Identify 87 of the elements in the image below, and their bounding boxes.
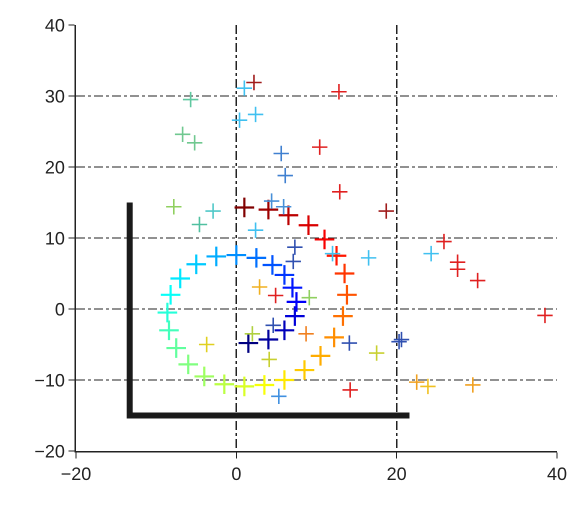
point	[245, 246, 268, 269]
point	[435, 233, 452, 250]
point	[274, 319, 296, 342]
point	[204, 202, 222, 220]
point	[469, 272, 486, 290]
point	[213, 373, 236, 396]
point	[275, 198, 292, 216]
point	[311, 138, 328, 156]
point	[190, 216, 208, 234]
point	[536, 306, 554, 324]
x-tick-label: 0	[231, 464, 242, 484]
point	[286, 291, 308, 313]
point	[245, 74, 262, 92]
point	[334, 262, 356, 284]
point	[274, 369, 296, 391]
y-tick-label: 10	[44, 228, 65, 248]
point	[378, 202, 395, 220]
point	[225, 244, 248, 266]
y-tick-label: −10	[34, 370, 65, 390]
point	[193, 366, 216, 388]
point	[276, 167, 294, 184]
point	[298, 214, 320, 236]
point	[156, 302, 178, 324]
point	[464, 376, 482, 394]
point	[326, 244, 348, 267]
point	[408, 374, 426, 391]
point	[198, 336, 216, 353]
point	[174, 126, 192, 143]
point	[177, 353, 200, 376]
y-tick-label: 20	[44, 157, 65, 178]
point	[158, 319, 180, 342]
point	[272, 145, 290, 162]
point	[182, 91, 200, 108]
point	[330, 83, 348, 100]
point	[419, 378, 436, 395]
point	[233, 196, 256, 218]
point	[233, 375, 256, 398]
point	[286, 238, 304, 256]
point	[368, 344, 386, 362]
x-tick-label: 20	[386, 464, 407, 484]
point	[314, 228, 336, 250]
point	[342, 381, 359, 398]
point	[294, 359, 316, 381]
point	[186, 134, 204, 152]
x-tick-label: −20	[60, 464, 92, 484]
point	[205, 246, 228, 268]
point	[169, 268, 192, 290]
point	[282, 276, 304, 299]
point	[274, 264, 296, 286]
point	[258, 328, 280, 350]
point	[236, 80, 253, 97]
point	[331, 183, 348, 200]
y-tick-label: 40	[44, 15, 65, 36]
point	[324, 245, 342, 262]
point	[300, 289, 318, 306]
point	[422, 245, 440, 262]
point	[336, 284, 358, 306]
y-tick-label: 30	[44, 86, 65, 106]
point	[165, 337, 188, 359]
point	[298, 325, 315, 342]
point	[247, 222, 264, 239]
point	[278, 204, 300, 226]
point	[284, 305, 306, 327]
point	[263, 192, 280, 210]
y-tick-label: −20	[34, 441, 65, 462]
point	[262, 254, 284, 276]
point	[310, 344, 332, 367]
point	[270, 388, 288, 405]
point	[160, 284, 182, 306]
point	[340, 334, 358, 352]
point	[244, 325, 261, 342]
y-tick-label: 0	[54, 299, 65, 320]
point	[253, 374, 276, 396]
point	[360, 249, 378, 266]
point	[267, 287, 284, 304]
x-tick-label: 40	[546, 464, 568, 484]
point	[251, 278, 268, 296]
point	[258, 198, 280, 220]
point	[332, 305, 354, 327]
point	[323, 326, 346, 348]
point	[247, 106, 264, 123]
point	[264, 316, 282, 334]
point	[231, 112, 248, 129]
point	[284, 252, 302, 270]
point	[260, 350, 278, 368]
point	[185, 253, 208, 276]
point	[165, 198, 182, 216]
